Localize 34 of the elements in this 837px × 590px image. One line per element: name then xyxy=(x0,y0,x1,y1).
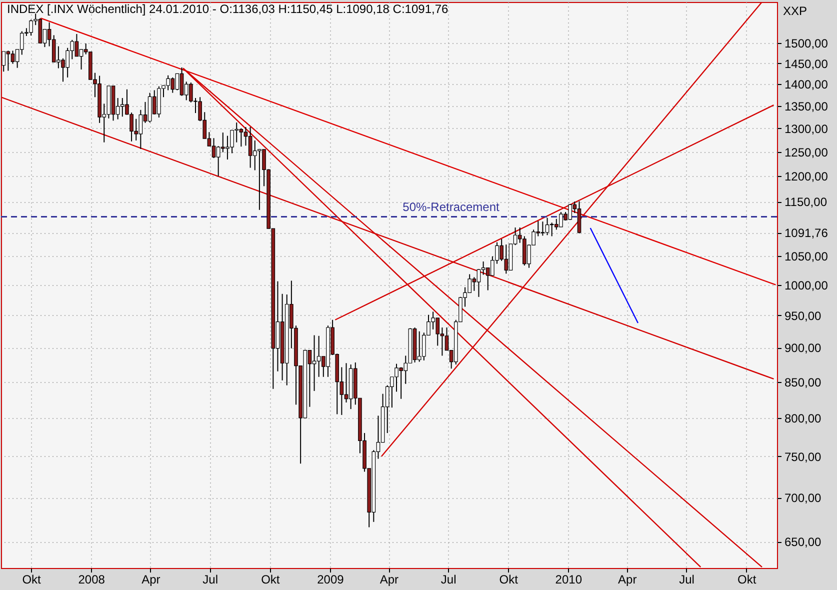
x-tick-label: Okt xyxy=(737,572,757,586)
y-tick-label: 650,00 xyxy=(784,535,822,550)
y-tick-label: 750,00 xyxy=(784,450,822,464)
x-tick-label: Apr xyxy=(380,572,399,586)
y-tick-label: 1050,00 xyxy=(784,249,828,264)
x-tick-label: 2009 xyxy=(317,572,344,586)
ref-line-label: 50%-Retracement xyxy=(402,200,500,214)
y-tick-label: 1250,00 xyxy=(784,145,828,160)
x-tick-label: Jul xyxy=(679,572,694,586)
x-tick-label: Okt xyxy=(22,572,42,586)
y-tick-label: 850,00 xyxy=(784,375,822,390)
x-tick-label: 2008 xyxy=(78,572,106,586)
y-tick-label: 950,00 xyxy=(784,308,822,323)
x-tick-label: Jul xyxy=(202,572,218,586)
y-tick-label: 1300,00 xyxy=(784,122,828,136)
y-tick-label: 1400,00 xyxy=(784,78,828,92)
x-tick-label: 2010 xyxy=(555,572,582,586)
x-tick-label: Apr xyxy=(142,572,160,586)
y-tick-label: 1000,00 xyxy=(784,278,828,292)
y-tick-label: 800,00 xyxy=(784,411,822,426)
x-tick-label: Okt xyxy=(261,572,280,586)
x-tick-label: Apr xyxy=(618,572,637,586)
y-tick-label: 900,00 xyxy=(784,341,822,356)
y-tick-label: 1350,00 xyxy=(784,99,828,114)
y-tick-label: 1091,76 xyxy=(784,226,828,240)
x-tick-label: Jul xyxy=(440,572,456,586)
y-tick-label: 1150,00 xyxy=(784,195,828,210)
y-tick-label: 700,00 xyxy=(784,491,822,506)
text: XXP xyxy=(783,4,808,18)
y-tick-label: 1450,00 xyxy=(784,56,828,71)
x-tick-label: Okt xyxy=(499,572,519,586)
chart-title: INDEX [.INX Wöchentlich] 24.01.2010 - O:1136,03 H:1150,45 L:1090,18 C:1091,76 xyxy=(7,2,448,16)
y-tick-label: 1500,00 xyxy=(784,36,828,51)
y-tick-label: 1200,00 xyxy=(784,170,828,184)
